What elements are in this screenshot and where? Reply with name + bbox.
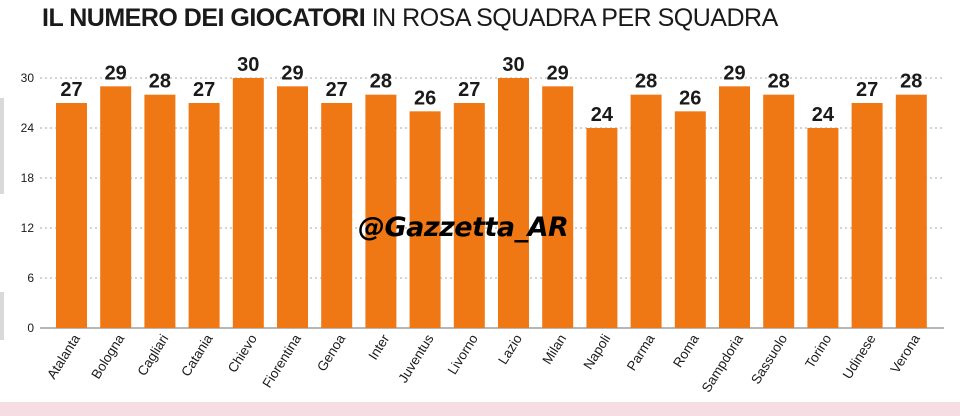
x-tick-label: Juventus xyxy=(395,331,436,385)
x-tick-label: Inter xyxy=(365,331,392,362)
value-label: 28 xyxy=(149,71,171,93)
value-label: 28 xyxy=(370,71,392,93)
x-tick-label: Atalanta xyxy=(44,331,83,381)
y-tick-label: 12 xyxy=(21,221,35,235)
x-tick-label: Napoli xyxy=(580,332,613,372)
x-tick-label: Torino xyxy=(802,332,834,371)
x-tick-label: Chievo xyxy=(225,332,260,376)
bar xyxy=(453,103,485,328)
chart-title: IL NUMERO DEI GIOCATORI IN ROSA SQUADRA … xyxy=(42,4,778,33)
left-accent-bar xyxy=(0,98,4,194)
bar xyxy=(144,94,176,329)
x-tick-label: Catania xyxy=(178,331,216,379)
x-tick-label: Milan xyxy=(539,332,569,367)
bar xyxy=(56,103,87,328)
bar xyxy=(498,78,529,328)
x-tick-label: Roma xyxy=(670,331,702,370)
bar xyxy=(719,86,750,328)
value-label: 28 xyxy=(768,71,790,93)
value-label: 29 xyxy=(105,62,127,84)
bar xyxy=(409,111,441,328)
bar xyxy=(586,128,618,328)
value-label: 29 xyxy=(547,62,569,84)
bar xyxy=(100,86,132,328)
x-tick-label: Verona xyxy=(887,331,923,376)
value-label: 27 xyxy=(856,79,878,101)
y-tick-label: 6 xyxy=(27,271,34,285)
value-label: 24 xyxy=(591,104,614,126)
value-label: 30 xyxy=(502,54,524,76)
value-label: 28 xyxy=(900,71,922,93)
x-tick-label: Sassuolo xyxy=(748,332,790,387)
bar xyxy=(232,78,264,328)
bar xyxy=(851,103,883,328)
bar xyxy=(188,103,220,328)
chart-title-normal: IN ROSA SQUADRA PER SQUADRA xyxy=(371,4,779,32)
x-tick-label: Sampdoria xyxy=(699,331,747,395)
value-label: 27 xyxy=(193,79,215,101)
x-tick-label: Lazio xyxy=(495,332,525,367)
y-tick-label: 30 xyxy=(21,71,35,85)
bar xyxy=(807,128,839,328)
bar xyxy=(895,94,927,329)
bottom-band xyxy=(0,402,960,416)
value-label: 28 xyxy=(635,71,657,93)
x-tick-label: Genoa xyxy=(314,331,348,374)
bar xyxy=(542,86,574,328)
value-label: 29 xyxy=(281,62,303,84)
left-accent-bar xyxy=(0,292,4,340)
bar xyxy=(763,94,795,329)
bar xyxy=(321,103,353,328)
y-tick-label: 24 xyxy=(21,121,35,135)
y-tick-label: 0 xyxy=(27,321,34,335)
x-tick-label: Cagliari xyxy=(134,332,171,379)
watermark: @Gazzetta_AR xyxy=(358,212,569,243)
bar xyxy=(630,94,662,329)
value-label: 26 xyxy=(414,87,436,109)
value-label: 27 xyxy=(458,79,480,101)
x-tick-label: Parma xyxy=(624,331,658,373)
value-label: 26 xyxy=(679,87,701,109)
x-tick-label: Bologna xyxy=(88,331,127,381)
value-label: 24 xyxy=(812,104,835,126)
x-tick-label: Fiorentina xyxy=(260,331,305,390)
x-tick-label: Livorno xyxy=(445,332,481,378)
value-label: 27 xyxy=(326,79,348,101)
x-tick-label: Udinese xyxy=(840,332,879,382)
chart-title-bold: IL NUMERO DEI GIOCATORI xyxy=(42,4,366,32)
value-label: 30 xyxy=(237,54,259,76)
bar xyxy=(365,94,397,329)
bar xyxy=(674,111,706,328)
bar xyxy=(277,86,308,328)
value-label: 27 xyxy=(60,79,82,101)
y-tick-label: 18 xyxy=(21,171,35,185)
value-label: 29 xyxy=(723,62,745,84)
